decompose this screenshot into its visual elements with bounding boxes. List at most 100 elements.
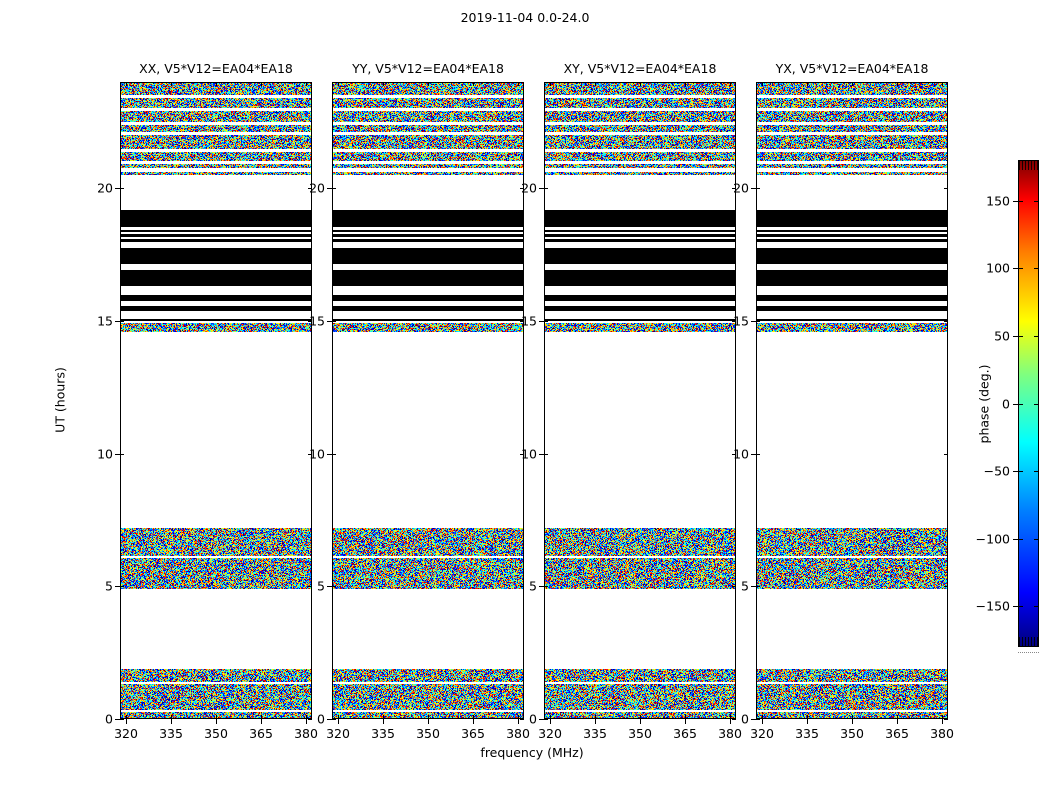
x-tick-mark-top xyxy=(171,82,172,86)
x-tick-mark xyxy=(126,719,127,724)
phase-heatmap xyxy=(121,83,311,718)
y-tick-mark-right xyxy=(944,188,948,190)
x-tick-mark-inner xyxy=(762,715,763,719)
x-tick-mark-top xyxy=(383,82,384,86)
x-tick-label: 365 xyxy=(885,726,909,741)
x-tick-label: 320 xyxy=(750,726,774,741)
x-tick-mark-inner xyxy=(338,715,339,719)
y-tick-label: 15 xyxy=(309,313,325,329)
y-tick-mark-right xyxy=(308,188,312,190)
y-tick-mark xyxy=(539,453,544,455)
y-tick-mark xyxy=(327,320,332,322)
panel-xy-axes[interactable] xyxy=(544,82,736,719)
phase-heatmap xyxy=(545,83,735,718)
colorbar-tick-label: 50 xyxy=(994,328,1010,344)
colorbar-tick-mark xyxy=(1013,471,1019,473)
x-tick-mark-inner xyxy=(171,715,172,719)
y-tick-label: 20 xyxy=(733,180,749,196)
x-tick-mark-top xyxy=(126,82,127,86)
x-tick-label: 335 xyxy=(795,726,819,741)
y-tick-mark xyxy=(751,719,756,720)
y-tick-mark-right xyxy=(732,586,736,588)
y-tick-mark-right xyxy=(944,320,948,322)
colorbar-tick-label: −50 xyxy=(983,463,1010,479)
x-tick-label: 365 xyxy=(461,726,485,741)
x-tick-label: 380 xyxy=(506,726,530,741)
y-tick-mark-right xyxy=(308,453,312,455)
y-tick-mark-right xyxy=(732,719,736,720)
x-tick-mark xyxy=(428,719,429,724)
colorbar-tick-mark xyxy=(1013,200,1019,202)
panel-xy[interactable]: XY, V5*V12=EA04*EA18 0 5 10 15 20 320 335 350 36… xyxy=(521,61,742,741)
panel-yy-axes[interactable] xyxy=(332,82,524,719)
x-tick-mark xyxy=(171,719,172,724)
y-tick-mark-inner xyxy=(332,453,336,455)
y-tick-mark-inner xyxy=(332,586,336,588)
y-tick-label: 20 xyxy=(309,180,325,196)
x-tick-mark-top xyxy=(428,82,429,86)
colorbar-extend-bottom xyxy=(1019,637,1038,646)
colorbar-tick-label: −150 xyxy=(975,598,1010,614)
x-tick-mark-inner xyxy=(807,715,808,719)
y-tick-mark-inner xyxy=(544,320,548,322)
y-tick-mark xyxy=(327,453,332,455)
panel-yx[interactable]: YX, V5*V12=EA04*EA18 0 5 10 15 20 320 335 350 36… xyxy=(733,61,954,741)
panel-xx-title: XX, V5*V12=EA04*EA18 xyxy=(139,61,293,76)
x-tick-label: 380 xyxy=(930,726,954,741)
y-tick-label: 0 xyxy=(741,711,749,727)
x-tick-mark-inner xyxy=(595,715,596,719)
y-tick-label: 10 xyxy=(733,446,749,462)
colorbar-label: phase (deg.) xyxy=(976,364,992,444)
colorbar-tick-right xyxy=(1034,606,1039,608)
x-tick-label: 365 xyxy=(249,726,273,741)
y-tick-mark xyxy=(115,453,120,455)
y-tick-mark-right xyxy=(944,719,948,720)
panel-xx-axes[interactable] xyxy=(120,82,312,719)
x-tick-mark-top xyxy=(518,82,519,86)
x-tick-mark-top xyxy=(762,82,763,86)
y-tick-mark-inner xyxy=(756,719,760,720)
colorbar[interactable]: −150 −100 −50 0 50 100 150 xyxy=(976,160,1039,647)
y-tick-mark xyxy=(751,320,756,322)
x-tick-mark-inner xyxy=(473,715,474,719)
colorbar-tick-inner xyxy=(1018,471,1023,473)
y-tick-label: 0 xyxy=(529,711,537,727)
colorbar-baseline xyxy=(1018,652,1039,653)
y-tick-mark xyxy=(751,188,756,190)
y-tick-mark-right xyxy=(520,453,524,455)
x-tick-label: 380 xyxy=(294,726,318,741)
colorbar-tick-mark xyxy=(1013,268,1019,270)
y-axis-label: UT (hours) xyxy=(52,367,68,433)
x-tick-mark-top xyxy=(852,82,853,86)
colorbar-tick-right xyxy=(1034,335,1039,337)
y-tick-label: 5 xyxy=(317,578,325,594)
panel-xx[interactable]: XX, V5*V12=EA04*EA18 0 5 10 15 20 320 335 350 36… xyxy=(97,61,318,741)
x-tick-label: 350 xyxy=(416,726,440,741)
y-tick-mark-inner xyxy=(332,320,336,322)
y-tick-mark-right xyxy=(732,453,736,455)
colorbar-tick-right xyxy=(1034,268,1039,270)
colorbar-tick-inner xyxy=(1018,200,1023,202)
x-tick-mark-top xyxy=(338,82,339,86)
y-tick-label: 15 xyxy=(97,313,113,329)
y-tick-mark-right xyxy=(520,320,524,322)
x-tick-label: 335 xyxy=(583,726,607,741)
colorbar-tick-inner xyxy=(1018,538,1023,540)
colorbar-tick-label: −100 xyxy=(975,531,1010,547)
x-tick-label: 350 xyxy=(840,726,864,741)
x-tick-mark xyxy=(518,719,519,724)
panel-yx-axes[interactable] xyxy=(756,82,948,719)
x-tick-mark-top xyxy=(730,82,731,86)
colorbar-extend-top xyxy=(1019,161,1038,170)
x-tick-mark-top xyxy=(640,82,641,86)
panel-yy[interactable]: YY, V5*V12=EA04*EA18 0 5 10 15 20 320 335 350 36… xyxy=(309,61,530,741)
colorbar-tick-right xyxy=(1034,200,1039,202)
x-axis-label: frequency (MHz) xyxy=(480,745,584,760)
colorbar-tick-right xyxy=(1034,403,1039,405)
x-tick-mark xyxy=(473,719,474,724)
x-tick-mark-inner xyxy=(261,715,262,719)
x-tick-mark-inner xyxy=(640,715,641,719)
colorbar-tick-label: 100 xyxy=(986,260,1010,276)
y-tick-label: 10 xyxy=(521,446,537,462)
y-tick-label: 5 xyxy=(105,578,113,594)
